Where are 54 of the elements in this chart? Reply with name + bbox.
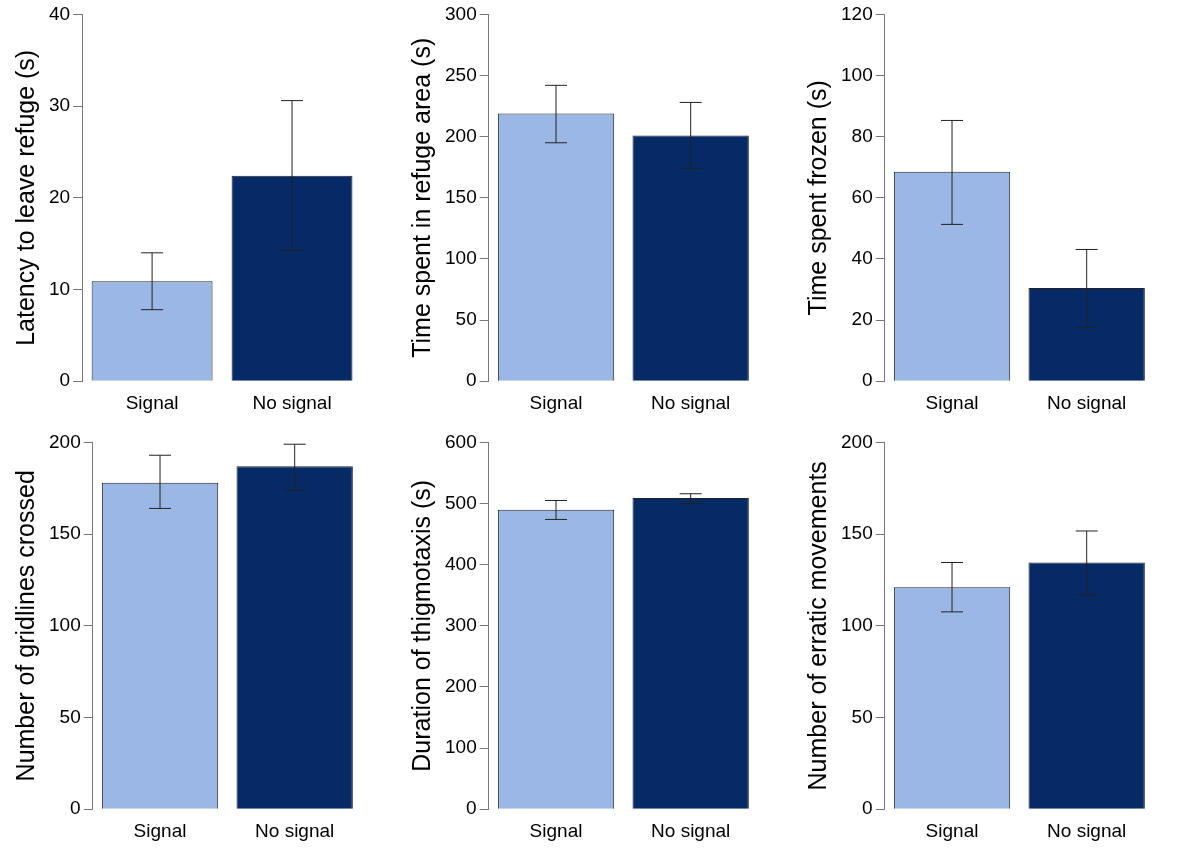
x-tick-label: Signal xyxy=(133,819,187,841)
y-tick-label: 150 xyxy=(445,186,477,208)
y-tick-label: 120 xyxy=(841,2,873,24)
x-tick-label: No signal xyxy=(255,819,335,841)
x-tick-label: Signal xyxy=(925,819,979,841)
y-tick-label: 600 xyxy=(445,430,477,452)
y-tick-label: 40 xyxy=(851,247,873,269)
y-tick-label: 0 xyxy=(466,797,477,819)
y-tick-label: 150 xyxy=(841,522,873,544)
y-tick-label: 10 xyxy=(48,277,71,299)
y-tick-label: 0 xyxy=(59,369,71,391)
y-tick-label: 20 xyxy=(851,308,873,330)
x-tick-label: No signal xyxy=(651,819,731,841)
x-tick-label: No signal xyxy=(252,391,332,413)
y-axis-title: Number of erratic movements xyxy=(802,461,831,791)
y-tick-label: 150 xyxy=(49,522,81,544)
y-tick-label: 0 xyxy=(862,797,873,819)
y-axis-title: Duration of thigmotaxis (s) xyxy=(406,479,435,772)
y-axis-title: Time spent in refuge area (s) xyxy=(406,37,435,358)
y-tick-label: 50 xyxy=(851,705,873,727)
x-tick-label: Signal xyxy=(125,391,179,413)
y-tick-label: 50 xyxy=(59,705,81,727)
y-tick-label: 200 xyxy=(445,124,477,146)
y-tick-label: 60 xyxy=(851,186,873,208)
y-axis-title: Latency to leave refuge (s) xyxy=(10,49,39,346)
y-tick-label: 500 xyxy=(445,491,477,513)
y-axis-title: Time spent frozen (s) xyxy=(802,80,831,316)
x-tick-label: No signal xyxy=(1047,391,1127,413)
y-tick-label: 200 xyxy=(445,675,477,697)
y-axis-title: Number of gridlines crossed xyxy=(10,470,39,782)
x-tick-label: Signal xyxy=(529,391,583,413)
y-tick-label: 0 xyxy=(70,797,81,819)
y-tick-label: 40 xyxy=(48,2,71,24)
y-tick-label: 30 xyxy=(48,94,71,116)
y-tick-label: 50 xyxy=(455,308,477,330)
y-tick-label: 300 xyxy=(445,614,477,636)
y-tick-label: 100 xyxy=(841,614,873,636)
x-tick-label: No signal xyxy=(651,391,731,413)
y-tick-label: 250 xyxy=(445,63,477,85)
y-tick-label: 400 xyxy=(445,552,477,574)
y-tick-label: 300 xyxy=(445,2,477,24)
x-tick-label: No signal xyxy=(1047,819,1127,841)
y-tick-label: 100 xyxy=(445,247,477,269)
y-tick-label: 100 xyxy=(49,614,81,636)
x-tick-label: Signal xyxy=(925,391,979,413)
y-tick-label: 20 xyxy=(48,186,71,208)
y-tick-label: 0 xyxy=(862,369,873,391)
y-tick-label: 200 xyxy=(49,430,81,452)
y-tick-label: 0 xyxy=(466,369,477,391)
y-tick-label: 100 xyxy=(841,63,873,85)
y-tick-label: 80 xyxy=(851,124,873,146)
y-tick-label: 100 xyxy=(445,736,477,758)
y-tick-label: 200 xyxy=(841,430,873,452)
x-tick-label: Signal xyxy=(529,819,583,841)
